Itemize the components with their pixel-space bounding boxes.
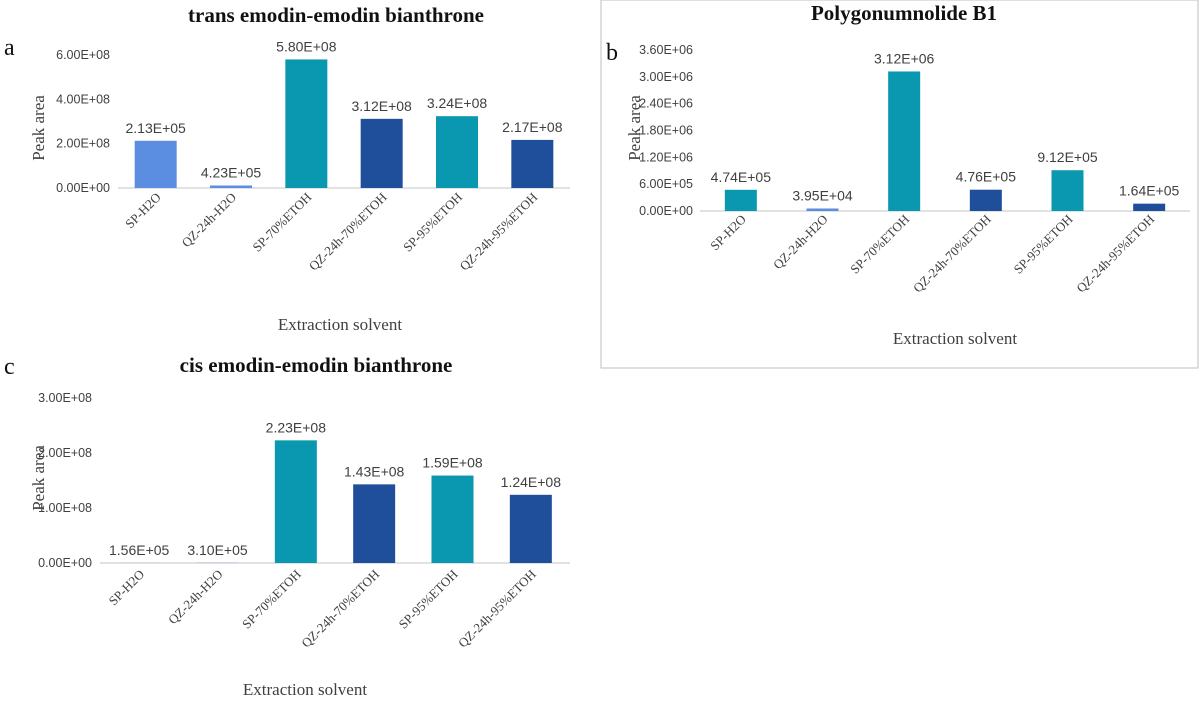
- chart-b-x-axis-title: Extraction solvent: [893, 329, 1017, 348]
- panel-letter-b: b: [606, 40, 618, 66]
- chart-b-bar: [806, 208, 839, 211]
- chart-c-ytick-label: 1.00E+08: [38, 501, 92, 515]
- panel-letter-c: c: [4, 354, 15, 380]
- chart-b-bar: [969, 189, 1002, 211]
- chart-a-data-label: 2.13E+05: [125, 120, 186, 136]
- chart-c-data-label: 1.24E+08: [501, 474, 562, 490]
- chart-b-ytick-label: 3.00E+06: [639, 70, 693, 84]
- chart-a-ytick-label: 2.00E+08: [56, 137, 110, 151]
- chart-a-title: trans emodin-emodin bianthrone: [188, 3, 484, 27]
- chart-b-ytick-label: 1.20E+06: [639, 150, 693, 164]
- chart-b-ytick-label: 3.60E+06: [639, 43, 693, 57]
- chart-b-ytick-label: 6.00E+05: [639, 177, 693, 191]
- chart-c-category-label: QZ-24h-70%ETOH: [298, 567, 382, 651]
- chart-a-bar: [360, 118, 403, 188]
- chart-b-bar: [888, 71, 921, 211]
- chart-a-ytick-label: 4.00E+08: [56, 92, 110, 106]
- chart-a-plot: 0.00E+00 2.00E+08 4.00E+08 6.00E+08 2.13E+05…: [56, 38, 570, 273]
- chart-c-category-label: SP-70%ETOH: [239, 567, 304, 632]
- chart-c-ytick-label: 3.00E+08: [38, 391, 92, 405]
- chart-b-title: Polygonumnolide B1: [811, 1, 997, 25]
- chart-c-y-axis-title: Peak area: [29, 445, 48, 511]
- chart-a-bar: [511, 139, 554, 188]
- chart-a-bar: [436, 116, 478, 188]
- chart-a-category-label: SP-H2O: [122, 190, 164, 232]
- chart-a-x-axis-title: Extraction solvent: [278, 315, 402, 334]
- chart-a-category-label: QZ-24h-70%ETOH: [306, 190, 390, 274]
- chart-c-data-label: 1.43E+08: [344, 463, 405, 479]
- chart-b-bar: [1133, 203, 1166, 211]
- chart-a-data-label: 2.17E+08: [502, 119, 563, 135]
- chart-a-y-axis-title: Peak area: [29, 95, 48, 161]
- chart-a-bar: [285, 59, 328, 188]
- chart-a-bar: [210, 185, 252, 188]
- chart-c-x-axis-title: Extraction solvent: [243, 680, 367, 699]
- chart-c-ytick-label: 2.00E+08: [38, 446, 92, 460]
- chart-c-data-label: 2.23E+08: [266, 419, 327, 435]
- chart-b-data-label: 4.74E+05: [711, 169, 772, 185]
- chart-b-y-axis-title: Peak area: [625, 95, 644, 161]
- chart-a-category-label: QZ-24h-95%ETOH: [456, 190, 540, 274]
- chart-a-category-label: SP-70%ETOH: [249, 190, 314, 255]
- chart-a-category-label: SP-95%ETOH: [400, 190, 465, 255]
- panel-letter-a: a: [4, 35, 15, 61]
- chart-b-bar: [1051, 170, 1084, 211]
- chart-a-ytick-label: 6.00E+08: [56, 48, 110, 62]
- chart-b-ytick-label: 0.00E+00: [639, 204, 693, 218]
- chart-c-data-label: 3.10E+05: [187, 542, 248, 558]
- chart-b-data-label: 3.12E+06: [874, 50, 935, 66]
- chart-c-bar: [274, 440, 317, 563]
- chart-c-data-label: 1.59E+08: [422, 455, 483, 471]
- chart-a-data-label: 3.24E+08: [427, 95, 488, 111]
- chart-c-bar: [431, 475, 474, 563]
- chart-a-data-label: 5.80E+08: [276, 38, 337, 54]
- chart-b-bar: [724, 189, 757, 211]
- chart-a-data-label: 3.12E+08: [351, 98, 412, 114]
- chart-a-ytick-label: 0.00E+00: [56, 181, 110, 195]
- chart-b-data-label: 3.95E+04: [792, 188, 853, 204]
- chart-b-ytick-label: 1.80E+06: [639, 124, 693, 138]
- chart-c-ytick-label: 0.00E+00: [38, 556, 92, 570]
- chart-c-category-label: SP-H2O: [106, 567, 148, 609]
- chart-a-data-label: 4.23E+05: [201, 165, 262, 181]
- chart-a-bar: [134, 140, 177, 188]
- chart-c-category-label: QZ-24h-95%ETOH: [455, 567, 539, 651]
- chart-c-title: cis emodin-emodin bianthrone: [180, 353, 453, 377]
- chart-c-plot: 0.00E+00 1.00E+08 2.00E+08 3.00E+08 1.56E+05…: [38, 391, 570, 650]
- chart-a-category-label: QZ-24h-H2O: [178, 190, 239, 251]
- chart-b-data-label: 9.12E+05: [1037, 149, 1098, 165]
- chart-c-data-label: 1.56E+05: [109, 542, 170, 558]
- chart-c-bar: [353, 484, 396, 563]
- chart-c-category-label: SP-95%ETOH: [396, 567, 461, 632]
- chart-c-bar: [509, 494, 552, 563]
- chart-b-data-label: 4.76E+05: [956, 169, 1017, 185]
- chart-b-data-label: 1.64E+05: [1119, 183, 1180, 199]
- chart-b-ytick-label: 2.40E+06: [639, 97, 693, 111]
- chart-c-category-label: QZ-24h-H2O: [165, 567, 226, 628]
